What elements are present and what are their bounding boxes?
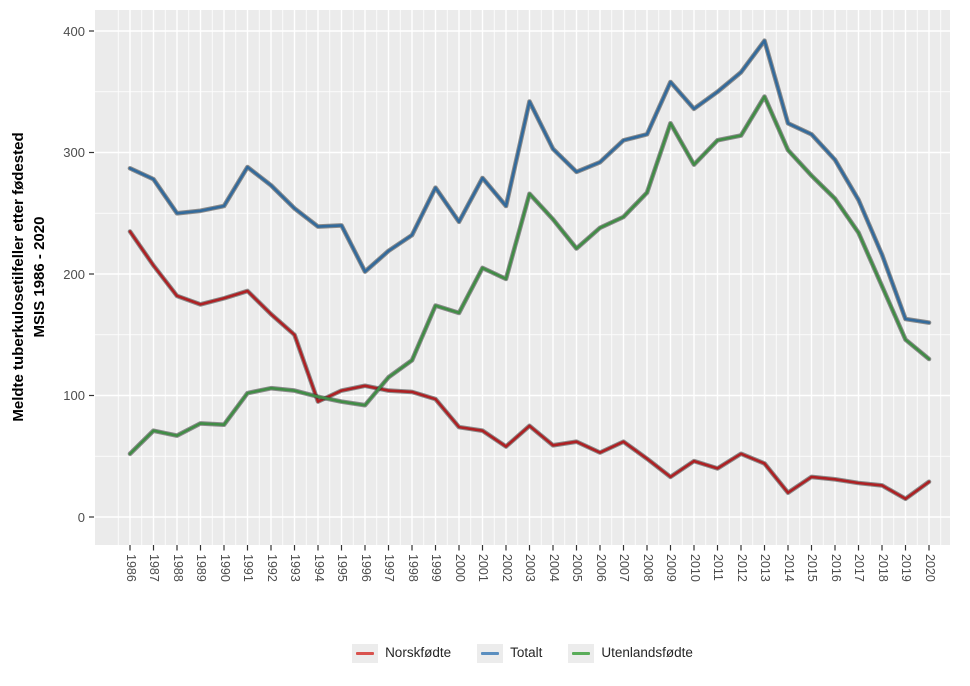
plot-panel [95,10,950,545]
legend-line-swatch [572,651,591,655]
x-tick-label-2012: 2012 [734,554,749,582]
series-line-utenlandsfødte [128,95,931,456]
x-tick-label-2017: 2017 [852,554,866,582]
legend-label: Totalt [510,645,543,660]
legend-line-swatch [481,651,500,655]
x-tick-label-1993: 1993 [288,554,302,582]
x-tick-label-2005: 2005 [570,554,584,582]
legend-label: Utenlandsfødte [601,645,693,660]
x-tick-label-2013: 2013 [758,554,772,582]
x-tick-label-1990: 1990 [217,554,232,582]
series-line-totalt [128,39,931,324]
x-tick-label-1998: 1998 [405,554,420,582]
x-tick-label-2001: 2001 [476,554,490,582]
x-tick-label-1996: 1996 [358,554,373,582]
x-tick-label-1999: 1999 [429,554,443,582]
legend-key [477,643,504,663]
legend-label: Norskfødte [385,645,452,660]
x-tick-label-1992: 1992 [264,554,279,582]
y-tick-label-200: 200 [63,266,85,282]
x-tick-label-2000: 2000 [452,554,467,582]
y-axis-title-line1: Meldte tuberkulosetilfeller etter fødest… [10,132,27,422]
x-tick-label-2014: 2014 [781,554,796,582]
x-tick-label-2002: 2002 [499,554,514,582]
legend-line-swatch [356,651,375,655]
x-tick-label-2019: 2019 [899,554,913,582]
y-tick-label-0: 0 [77,509,85,525]
legend-item-utenlandsfødte: Utenlandsfødte [568,643,693,663]
legend: Norskfødte Totalt Utenlandsfødte [95,638,950,668]
y-tick-label-300: 300 [63,145,85,160]
x-tick-label-1986: 1986 [123,554,138,582]
x-tick-label-2003: 2003 [523,554,537,582]
x-tick-label-2007: 2007 [617,554,631,582]
x-tick-label-2016: 2016 [828,554,843,582]
legend-key [352,643,379,663]
series-line-norskfødte [128,230,931,501]
y-tick-label-100: 100 [63,388,85,403]
legend-item-totalt: Totalt [477,643,543,663]
x-tick-label-1989: 1989 [194,554,208,582]
x-tick-label-2015: 2015 [805,554,819,582]
x-tick-label-2008: 2008 [640,554,655,582]
x-tick-label-2011: 2011 [711,554,725,581]
x-tick-label-2020: 2020 [922,554,937,582]
x-tick-label-1991: 1991 [241,554,255,582]
x-tick-label-1997: 1997 [382,554,396,582]
x-tick-label-2018: 2018 [875,554,890,582]
x-tick-label-1995: 1995 [335,554,349,582]
x-tick-label-1988: 1988 [170,554,185,582]
y-tick-label-400: 400 [63,23,85,39]
x-tick-label-1994: 1994 [311,554,326,582]
x-tick-label-2009: 2009 [664,554,678,582]
x-tick-label-2006: 2006 [593,554,608,582]
x-tick-label-2004: 2004 [546,554,561,582]
legend-item-norskfødte: Norskfødte [352,643,452,663]
x-tick-label-1987: 1987 [147,554,161,582]
x-tick-label-2010: 2010 [687,554,702,582]
legend-key [568,643,595,663]
